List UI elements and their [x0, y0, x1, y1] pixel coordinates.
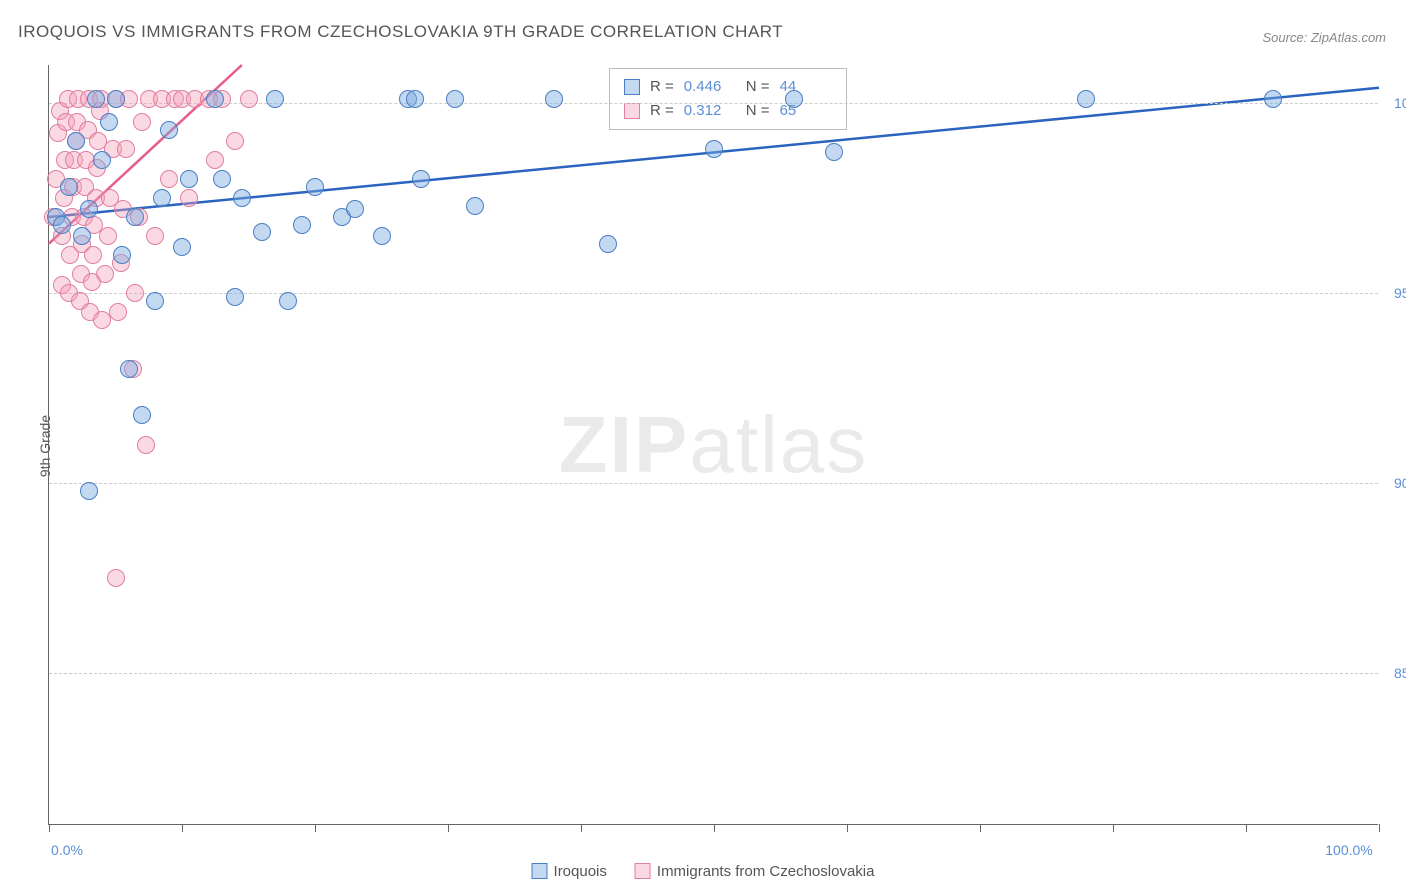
scatter-point-series2 — [180, 189, 198, 207]
bottom-legend: Iroquois Immigrants from Czechoslovakia — [532, 863, 875, 880]
watermark: ZIPatlas — [559, 399, 868, 491]
x-tick — [714, 824, 715, 832]
scatter-point-series1 — [466, 197, 484, 215]
scatter-point-series1 — [73, 227, 91, 245]
scatter-point-series1 — [113, 246, 131, 264]
scatter-point-series1 — [406, 90, 424, 108]
scatter-point-series2 — [226, 132, 244, 150]
x-tick — [847, 824, 848, 832]
x-tick — [980, 824, 981, 832]
x-tick — [448, 824, 449, 832]
scatter-point-series1 — [233, 189, 251, 207]
gridline-y — [49, 293, 1378, 294]
scatter-point-series1 — [173, 238, 191, 256]
scatter-point-series2 — [84, 246, 102, 264]
scatter-point-series1 — [80, 482, 98, 500]
legend-swatch-series2 — [635, 863, 651, 879]
scatter-point-series2 — [160, 170, 178, 188]
y-tick-label: 100.0% — [1384, 95, 1406, 111]
y-tick-label: 90.0% — [1384, 475, 1406, 491]
scatter-point-series1 — [545, 90, 563, 108]
scatter-point-series2 — [206, 151, 224, 169]
x-tick — [49, 824, 50, 832]
scatter-point-series1 — [126, 208, 144, 226]
scatter-point-series2 — [117, 140, 135, 158]
scatter-point-series1 — [1077, 90, 1095, 108]
swatch-series2 — [624, 103, 640, 119]
scatter-point-series2 — [99, 227, 117, 245]
scatter-point-series1 — [412, 170, 430, 188]
scatter-point-series2 — [96, 265, 114, 283]
x-tick — [1379, 824, 1380, 832]
scatter-point-series1 — [206, 90, 224, 108]
scatter-point-series1 — [53, 216, 71, 234]
x-tick — [315, 824, 316, 832]
scatter-point-series1 — [785, 90, 803, 108]
scatter-point-series1 — [293, 216, 311, 234]
scatter-point-series1 — [306, 178, 324, 196]
legend-swatch-series1 — [532, 863, 548, 879]
swatch-series1 — [624, 79, 640, 95]
chart-title: IROQUOIS VS IMMIGRANTS FROM CZECHOSLOVAK… — [18, 22, 783, 42]
scatter-point-series1 — [279, 292, 297, 310]
scatter-point-series1 — [1264, 90, 1282, 108]
scatter-point-series2 — [109, 303, 127, 321]
scatter-point-series1 — [107, 90, 125, 108]
legend-item-series2: Immigrants from Czechoslovakia — [635, 863, 875, 880]
scatter-point-series1 — [253, 223, 271, 241]
scatter-point-series1 — [226, 288, 244, 306]
scatter-point-series1 — [146, 292, 164, 310]
scatter-point-series2 — [133, 113, 151, 131]
scatter-point-series1 — [213, 170, 231, 188]
scatter-point-series1 — [705, 140, 723, 158]
scatter-point-series1 — [599, 235, 617, 253]
scatter-point-series1 — [346, 200, 364, 218]
x-tick — [581, 824, 582, 832]
scatter-point-series1 — [93, 151, 111, 169]
scatter-point-series1 — [133, 406, 151, 424]
scatter-point-series1 — [120, 360, 138, 378]
scatter-point-series1 — [180, 170, 198, 188]
y-tick-label: 85.0% — [1384, 665, 1406, 681]
gridline-y — [49, 673, 1378, 674]
scatter-point-series1 — [153, 189, 171, 207]
scatter-point-series1 — [60, 178, 78, 196]
stats-legend-box: R =0.446 N =44 R =0.312 N =65 — [609, 68, 847, 130]
x-tick-label: 100.0% — [1325, 842, 1372, 858]
x-tick — [1113, 824, 1114, 832]
scatter-point-series2 — [137, 436, 155, 454]
scatter-point-series1 — [100, 113, 118, 131]
scatter-point-series1 — [446, 90, 464, 108]
legend-item-series1: Iroquois — [532, 863, 607, 880]
scatter-point-series1 — [373, 227, 391, 245]
scatter-point-series1 — [825, 143, 843, 161]
scatter-point-series1 — [160, 121, 178, 139]
scatter-point-series1 — [87, 90, 105, 108]
gridline-y — [49, 483, 1378, 484]
plot-area: ZIPatlas R =0.446 N =44 R =0.312 N =65 8… — [48, 65, 1378, 825]
scatter-point-series1 — [80, 200, 98, 218]
x-tick — [1246, 824, 1247, 832]
scatter-point-series1 — [67, 132, 85, 150]
x-tick-label: 0.0% — [51, 842, 83, 858]
x-tick — [182, 824, 183, 832]
scatter-point-series2 — [107, 569, 125, 587]
scatter-point-series2 — [146, 227, 164, 245]
source-attribution: Source: ZipAtlas.com — [1262, 30, 1386, 45]
scatter-point-series1 — [266, 90, 284, 108]
y-tick-label: 95.0% — [1384, 285, 1406, 301]
scatter-point-series2 — [126, 284, 144, 302]
scatter-point-series2 — [240, 90, 258, 108]
